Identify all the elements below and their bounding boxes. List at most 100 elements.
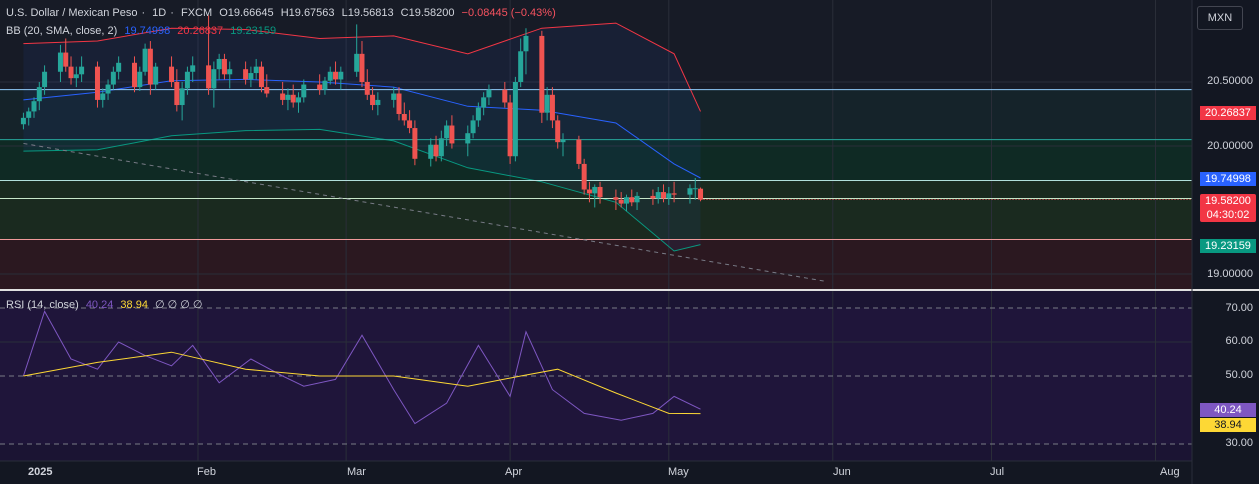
candle-body [206, 65, 212, 89]
candle-body [396, 93, 402, 114]
rsi-label: RSI (14, close) [6, 299, 79, 311]
candle-body [465, 133, 471, 144]
time-axis-label: Apr [505, 466, 523, 478]
candle-body [31, 101, 37, 112]
bb-label: BB (20, SMA, close, 2) [6, 25, 118, 37]
candle-body [391, 93, 397, 100]
candle-body [57, 52, 63, 72]
candle-body [248, 73, 254, 80]
candle-body [592, 186, 598, 194]
time-axis-label: May [668, 466, 689, 478]
candle-body [280, 93, 286, 100]
candle-body [407, 120, 413, 129]
symbol-name[interactable]: U.S. Dollar / Mexican Peso [6, 7, 138, 19]
candle-body [333, 71, 339, 80]
candle-body [137, 71, 143, 88]
candle-body [142, 48, 148, 72]
candle-body [105, 84, 111, 94]
ohlc-close: C19.58200 [400, 7, 455, 19]
candle-body [444, 125, 450, 139]
candle-body [290, 94, 296, 103]
rsi-axis-label: 50.00 [1225, 369, 1253, 381]
candle-body [354, 53, 360, 72]
ohlc-high: H19.67563 [280, 7, 335, 19]
candle-body [20, 117, 26, 125]
bb-lower-line [23, 128, 701, 252]
candle-body [116, 62, 122, 72]
candlestick-series[interactable] [20, 15, 704, 212]
bb-lower-tag: 19.23159 [1200, 239, 1256, 253]
candle-body [63, 52, 69, 67]
candle-body [301, 84, 307, 98]
rsi-line [22, 310, 701, 425]
zone-support [0, 198, 1192, 240]
candle-body [549, 94, 555, 121]
bb-basis-tag: 19.74998 [1200, 172, 1256, 186]
rsi-axis-label: 30.00 [1225, 437, 1253, 449]
candle-body [597, 186, 603, 198]
candle-body [449, 125, 455, 144]
bb-basis-line [23, 78, 701, 179]
rsi-ma-value: 38.94 [120, 299, 148, 311]
candle-body [258, 66, 264, 88]
candle-body [285, 94, 291, 100]
candle-body [512, 82, 518, 157]
candle-body [518, 51, 524, 82]
zone-bottom [0, 239, 1192, 289]
rsi-axis-label: 60.00 [1225, 335, 1253, 347]
candle-body [412, 128, 418, 159]
candle-body [100, 93, 106, 100]
time-axis-label: Jul [990, 466, 1005, 478]
candle-body [655, 192, 661, 199]
candle-body [523, 35, 529, 52]
candle-body [661, 192, 667, 199]
candle-body [650, 195, 656, 199]
price-change: −0.08445 (−0.43%) [461, 7, 556, 19]
candle-body [253, 66, 259, 74]
candle-body [507, 102, 513, 157]
candle-body [264, 87, 270, 94]
candle-body [581, 163, 587, 190]
currency-button[interactable]: MXN [1197, 6, 1243, 30]
candle-body [317, 84, 323, 90]
candle-body [359, 53, 365, 82]
rsi-ma-line [23, 351, 701, 415]
candle-body [560, 139, 566, 143]
price-axis-label: 20.00000 [1207, 140, 1253, 152]
last-price-tag: 19.58200 [1200, 194, 1256, 208]
countdown-tag: 04:30:02 [1200, 208, 1256, 222]
candle-body [68, 66, 74, 79]
candle-body [190, 65, 196, 72]
candle-body [147, 48, 153, 85]
bb-legend[interactable]: BB (20, SMA, close, 2) 19.74998 20.26837… [6, 25, 280, 37]
bb-upper-value: 20.26837 [177, 25, 224, 37]
candle-body [634, 195, 640, 203]
zone-upper [0, 89, 1192, 140]
rsi-legend[interactable]: RSI (14, close) 40.24 38.94 ∅ ∅ ∅ ∅ [6, 298, 207, 311]
price-axis-label: 20.50000 [1207, 75, 1253, 87]
candle-body [687, 188, 693, 195]
candle-body [184, 71, 190, 89]
ohlc-low: L19.56813 [341, 7, 394, 19]
candle-body [227, 69, 233, 75]
candle-body [42, 71, 48, 88]
candle-body [296, 97, 301, 103]
candle-body [174, 82, 180, 106]
rsi-series [22, 310, 701, 425]
candle-body [475, 107, 481, 121]
candle-body [327, 71, 333, 81]
rsi-ma-tag: 38.94 [1200, 418, 1256, 432]
time-axis-label: Jun [833, 466, 851, 478]
candle-body [623, 197, 629, 204]
bb-upper-line [23, 22, 701, 112]
rsi-extras: ∅ ∅ ∅ ∅ [155, 299, 203, 311]
candle-body [338, 71, 344, 80]
candle-body [544, 94, 550, 113]
candle-body [576, 139, 582, 164]
candle-body [433, 144, 439, 157]
candle-body [221, 58, 227, 75]
candle-body [401, 114, 407, 121]
candle-body [79, 66, 85, 75]
candle-body [671, 193, 677, 195]
